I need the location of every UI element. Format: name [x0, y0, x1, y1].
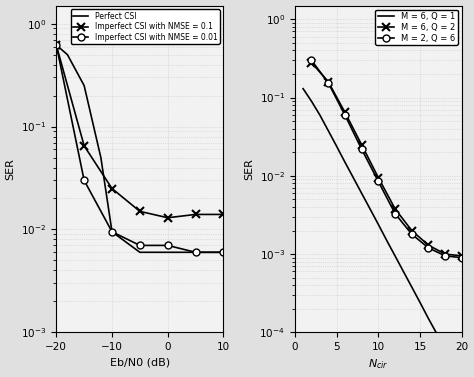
Imperfect CSI with NMSE = 0.01: [109, 230, 115, 234]
Line: M = 2, Q = 6: M = 2, Q = 6: [308, 57, 465, 261]
M = 6, Q = 2: [442, 252, 448, 256]
M = 6, Q = 2: [342, 110, 348, 115]
Perfect CSI: [109, 230, 115, 234]
Imperfect CSI with NMSE = 0.01: [193, 250, 199, 254]
Line: M = 6, Q = 1: M = 6, Q = 1: [303, 89, 462, 377]
M = 2, Q = 6: [409, 232, 415, 236]
M = 2, Q = 6: [342, 113, 348, 117]
Line: M = 6, Q = 2: M = 6, Q = 2: [307, 58, 466, 260]
M = 6, Q = 1: [417, 300, 423, 305]
M = 6, Q = 1: [317, 113, 323, 117]
Imperfect CSI with NMSE = 0.1: [82, 144, 87, 148]
Line: Imperfect CSI with NMSE = 0.1: Imperfect CSI with NMSE = 0.1: [52, 41, 228, 222]
Imperfect CSI with NMSE = 0.01: [137, 243, 143, 248]
Imperfect CSI with NMSE = 0.1: [137, 209, 143, 214]
M = 6, Q = 2: [409, 228, 415, 233]
M = 6, Q = 1: [451, 361, 456, 366]
Legend: M = 6, Q = 1, M = 6, Q = 2, M = 2, Q = 6: M = 6, Q = 1, M = 6, Q = 2, M = 2, Q = 6: [375, 10, 458, 45]
Imperfect CSI with NMSE = 0.1: [220, 212, 226, 217]
M = 6, Q = 1: [375, 222, 381, 227]
M = 2, Q = 6: [375, 179, 381, 184]
M = 2, Q = 6: [392, 211, 398, 216]
M = 6, Q = 1: [384, 238, 390, 242]
Imperfect CSI with NMSE = 0.1: [193, 212, 199, 217]
M = 6, Q = 2: [426, 243, 431, 247]
Perfect CSI: [54, 43, 59, 47]
M = 6, Q = 1: [426, 316, 431, 321]
Perfect CSI: [98, 155, 104, 160]
Imperfect CSI with NMSE = 0.01: [165, 243, 171, 248]
M = 6, Q = 1: [392, 254, 398, 258]
Perfect CSI: [137, 250, 143, 254]
M = 6, Q = 1: [309, 99, 314, 103]
M = 6, Q = 1: [409, 285, 415, 289]
M = 6, Q = 2: [459, 254, 465, 258]
Imperfect CSI with NMSE = 0.1: [109, 186, 115, 191]
Perfect CSI: [220, 250, 226, 254]
M = 6, Q = 1: [334, 144, 339, 149]
Imperfect CSI with NMSE = 0.01: [54, 43, 59, 47]
M = 2, Q = 6: [459, 256, 465, 260]
M = 2, Q = 6: [426, 246, 431, 250]
M = 6, Q = 1: [300, 86, 306, 91]
M = 6, Q = 2: [359, 143, 365, 147]
Imperfect CSI with NMSE = 0.01: [82, 178, 87, 182]
M = 6, Q = 1: [459, 376, 465, 377]
M = 6, Q = 2: [392, 207, 398, 211]
M = 6, Q = 1: [401, 269, 406, 274]
M = 6, Q = 1: [434, 331, 440, 336]
Y-axis label: SER: SER: [6, 158, 16, 180]
X-axis label: $N_{cir}$: $N_{cir}$: [368, 358, 389, 371]
X-axis label: Eb/N0 (dB): Eb/N0 (dB): [110, 358, 170, 368]
M = 6, Q = 2: [309, 60, 314, 65]
Line: Imperfect CSI with NMSE = 0.01: Imperfect CSI with NMSE = 0.01: [53, 41, 227, 256]
Perfect CSI: [165, 250, 171, 254]
Line: Perfect CSI: Perfect CSI: [56, 45, 223, 252]
Imperfect CSI with NMSE = 0.01: [220, 250, 226, 254]
M = 6, Q = 2: [325, 79, 331, 84]
Perfect CSI: [193, 250, 199, 254]
M = 2, Q = 6: [309, 58, 314, 63]
Y-axis label: SER: SER: [244, 158, 254, 180]
M = 2, Q = 6: [359, 147, 365, 151]
M = 2, Q = 6: [325, 80, 331, 85]
M = 6, Q = 2: [375, 175, 381, 180]
M = 6, Q = 1: [367, 207, 373, 211]
Legend: Perfect CSI, Imperfect CSI with NMSE = 0.1, Imperfect CSI with NMSE = 0.01: Perfect CSI, Imperfect CSI with NMSE = 0…: [71, 9, 219, 44]
M = 6, Q = 1: [342, 160, 348, 164]
M = 6, Q = 1: [359, 191, 365, 196]
Imperfect CSI with NMSE = 0.1: [165, 216, 171, 220]
M = 2, Q = 6: [442, 254, 448, 258]
Perfect CSI: [64, 52, 70, 57]
M = 6, Q = 1: [442, 346, 448, 351]
Perfect CSI: [82, 83, 87, 88]
M = 6, Q = 1: [325, 128, 331, 133]
Imperfect CSI with NMSE = 0.1: [54, 43, 59, 47]
M = 6, Q = 1: [350, 175, 356, 180]
